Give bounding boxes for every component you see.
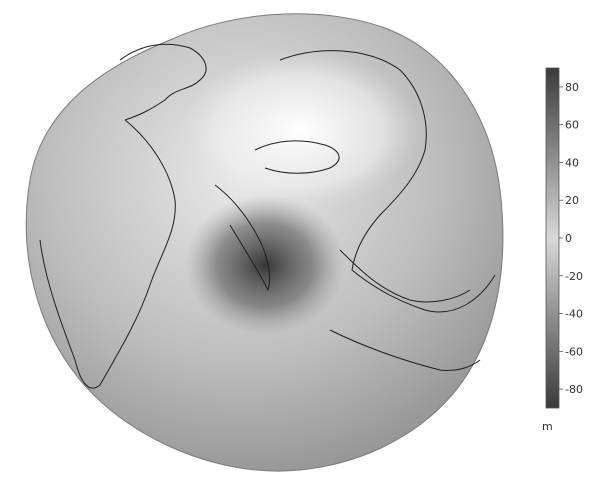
colorbar-tick-label: -80 bbox=[565, 383, 583, 396]
colorbar-tick-label: 20 bbox=[565, 194, 579, 207]
colorbar-tick-label: 60 bbox=[565, 119, 579, 132]
geoid-low-region bbox=[185, 195, 345, 335]
coastline-southeast-asia bbox=[339, 249, 471, 303]
colorbar-tick-label: 40 bbox=[565, 156, 579, 169]
colorbar-tick-label: 0 bbox=[565, 232, 572, 245]
geoid-globe bbox=[25, 13, 504, 472]
geoid-high-region bbox=[180, 50, 420, 210]
coastline-indonesia bbox=[329, 329, 481, 371]
colorbar-tick-label: -20 bbox=[565, 270, 583, 283]
coastline-arabia-africa bbox=[39, 119, 176, 389]
colorbar-gradient bbox=[545, 67, 560, 409]
colorbar-tick-label: -40 bbox=[565, 308, 583, 321]
coastline-tibet bbox=[254, 140, 340, 174]
colorbar-tick-label: -60 bbox=[565, 345, 583, 358]
coastlines bbox=[39, 43, 496, 389]
coastline-europe bbox=[119, 43, 207, 121]
coastline-asia bbox=[279, 50, 496, 313]
colorbar-ticks: 80 60 40 20 0 -20 -40 -60 -80 bbox=[559, 81, 583, 396]
colorbar-tick-label: 80 bbox=[565, 81, 579, 94]
colorbar-unit: m bbox=[542, 420, 553, 433]
colorbar: 80 60 40 20 0 -20 -40 -60 -80 m bbox=[542, 67, 583, 433]
coastline-india bbox=[214, 184, 271, 292]
